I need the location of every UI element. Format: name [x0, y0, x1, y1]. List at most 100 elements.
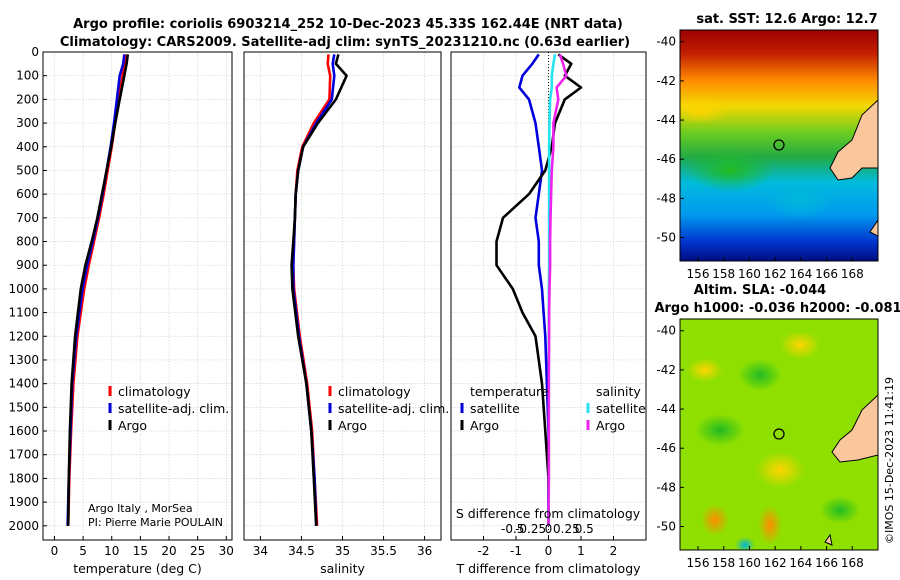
title-line2: Climatology: CARS2009. Satellite-adj cli…	[60, 35, 630, 50]
x-tick-label: 20	[161, 544, 176, 558]
map-y-tick-label: -50	[656, 231, 676, 245]
x-tick-label: 15	[133, 544, 148, 558]
x-tick-label: 35.5	[370, 544, 397, 558]
map-x-tick-label: 160	[738, 267, 761, 281]
y-tick-label: 200	[16, 92, 39, 106]
sla-map: Altim. SLA: -0.044 Argo h1000: -0.036 h2…	[654, 283, 900, 570]
title-line1: Argo profile: coriolis 6903214_252 10-De…	[73, 17, 623, 32]
x-tick-label: -2	[478, 544, 490, 558]
map-y-tick-label: -50	[656, 520, 676, 534]
y-tick-label: 600	[16, 187, 39, 201]
map-y-tick-label: -48	[656, 480, 676, 494]
x-tick-label: 30	[219, 544, 234, 558]
x-axis-label: temperature (deg C)	[73, 561, 202, 576]
argo-location-marker	[773, 139, 785, 151]
map-y-tick-label: -44	[656, 402, 676, 416]
x-tick-label: 34.5	[288, 544, 315, 558]
y-tick-label: 100	[16, 69, 39, 83]
x-tick-label: 36	[417, 544, 432, 558]
map-x-tick-label: 166	[815, 267, 838, 281]
y-tick-label: 300	[16, 116, 39, 130]
x-tick-label: 25	[190, 544, 205, 558]
x-tick-label: 5	[79, 544, 87, 558]
legend-entry: satellite	[470, 401, 520, 416]
map-y-tick-label: -44	[656, 113, 676, 127]
y-tick-label: 2000	[8, 519, 39, 533]
y-tick-label: 1200	[8, 329, 39, 343]
map-y-tick-label: -48	[656, 191, 676, 205]
legend-entry: Argo	[470, 418, 499, 433]
map-x-tick-label: 156	[687, 267, 710, 281]
sla-map-title-line2: Argo h1000: -0.036 h2000: -0.081	[654, 301, 900, 316]
x-tick-label: 10	[104, 544, 119, 558]
y-tick-label: 700	[16, 211, 39, 225]
legend-entry: Argo	[596, 418, 625, 433]
map-x-tick-label: 162	[764, 556, 787, 570]
land-mass	[829, 99, 878, 181]
sst-map-frame	[679, 29, 879, 262]
y-tick-label: 400	[16, 140, 39, 154]
map-x-tick-label: 166	[815, 556, 838, 570]
series-line-argo	[66, 54, 130, 526]
map-y-tick-label: -42	[656, 74, 676, 88]
map-x-tick-label: 158	[712, 267, 735, 281]
map-y-tick-label: -46	[656, 441, 676, 455]
map-y-tick-label: -46	[656, 152, 676, 166]
y-tick-label: 500	[16, 163, 39, 177]
credit-line1: Argo Italy , MorSea	[88, 502, 193, 515]
map-x-tick-label: 162	[764, 267, 787, 281]
imos-credit: ©IMOS 15-Dec-2023 11:41:19	[883, 377, 896, 544]
sla-map-frame	[679, 318, 879, 551]
x-tick-label: 0	[545, 544, 553, 558]
series-line-climatology	[66, 54, 128, 526]
series-line-temperature-satellite	[517, 53, 550, 526]
secondary-x-axis-label: S difference from climatology	[456, 506, 641, 521]
land-mass	[831, 394, 878, 463]
secondary-x-tick-label: 0.5	[575, 522, 594, 536]
x-tick-label: 0	[51, 544, 59, 558]
series-line-temperature-argo	[495, 53, 583, 526]
y-tick-label: 1300	[8, 353, 39, 367]
map-y-tick-label: -40	[656, 324, 676, 338]
secondary-x-tick-label: 0	[545, 522, 553, 536]
y-tick-label: 900	[16, 258, 39, 272]
legend-entry: climatology	[118, 384, 191, 399]
y-tick-label: 800	[16, 235, 39, 249]
map-x-tick-label: 156	[687, 556, 710, 570]
legend-entry: Argo	[338, 418, 367, 433]
map-x-tick-label: 164	[789, 556, 812, 570]
secondary-x-tick-label: -0.5	[501, 522, 524, 536]
y-tick-label: 1400	[8, 377, 39, 391]
argo-location-marker	[773, 428, 785, 440]
panel-salinity: 34 34.5 35 35.5 36 salinity climatology satelli…	[243, 51, 449, 576]
secondary-x-tick-label: 0.25	[553, 522, 580, 536]
x-tick-label: 2	[610, 544, 618, 558]
panel-temperature: 0 5 10 15 20 25 300100200300400500600700800900…	[8, 45, 233, 576]
series-line-salinity-argo	[547, 53, 568, 526]
y-tick-label: 1500	[8, 400, 39, 414]
legend-header-salinity: salinity	[596, 384, 641, 399]
panel-differences: -2 -1 0 1 2 T difference from climatology temp…	[450, 51, 647, 576]
x-tick-label: 35	[335, 544, 350, 558]
legend-entry: satellite-adj. clim.	[118, 401, 229, 416]
legend-entry: satellite	[596, 401, 646, 416]
map-x-tick-label: 164	[789, 267, 812, 281]
map-x-tick-label: 168	[841, 267, 864, 281]
x-tick-label: 1	[577, 544, 585, 558]
sst-map-title: sat. SST: 12.6 Argo: 12.7	[696, 12, 877, 27]
plot-frame	[243, 51, 442, 541]
x-axis-label: T difference from climatology	[455, 561, 641, 576]
credit-line2: PI: Pierre Marie POULAIN	[88, 516, 223, 529]
y-tick-label: 1800	[8, 471, 39, 485]
secondary-x-tick-label: -0.25	[515, 522, 546, 536]
legend-entry: Argo	[118, 418, 147, 433]
legend-header-temperature: temperature	[470, 384, 549, 399]
x-tick-label: -1	[510, 544, 522, 558]
sla-map-title-line1: Altim. SLA: -0.044	[694, 283, 826, 298]
map-x-tick-label: 168	[841, 556, 864, 570]
plot-frame	[450, 51, 647, 541]
plot-frame	[42, 51, 233, 541]
y-tick-label: 1700	[8, 448, 39, 462]
y-tick-label: 1100	[8, 306, 39, 320]
